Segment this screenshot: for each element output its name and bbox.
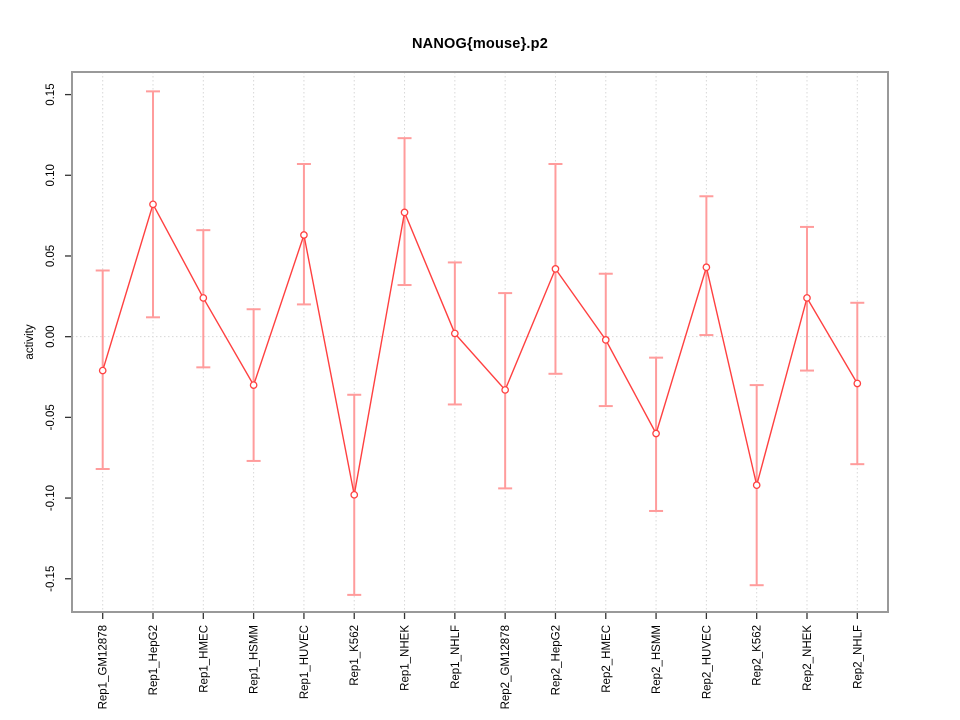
x-tick-label: Rep2_HepG2: [550, 625, 562, 695]
x-tick-label: Rep1_NHLF: [450, 625, 462, 689]
y-tick-label: 0.15: [45, 83, 57, 105]
y-tick-label: 0.05: [45, 245, 57, 267]
x-tick-label: Rep1_HSMM: [249, 625, 261, 694]
x-tick-label: Rep2_HSMM: [651, 625, 663, 694]
x-tick-label: Rep2_NHLF: [852, 625, 864, 689]
y-tick-label: 0.00: [45, 325, 57, 347]
data-point: [249, 381, 258, 389]
y-tick-label: 0.10: [45, 164, 57, 186]
x-tick-label: Rep2_HUVEC: [701, 625, 713, 699]
x-tick-label: Rep2_GM12878: [500, 625, 512, 709]
x-tick-label: Rep1_GM12878: [98, 625, 110, 709]
data-point: [149, 200, 157, 209]
series-line: [102, 202, 858, 495]
data-point: [98, 366, 107, 375]
data-point: [652, 429, 660, 438]
data-point: [752, 481, 761, 490]
x-tick-label: Rep1_HMEC: [198, 625, 210, 693]
data-point: [551, 265, 560, 273]
plot-border: [71, 71, 889, 613]
data-point: [400, 208, 409, 217]
y-tick-label: -0.10: [45, 485, 57, 511]
data-point: [350, 490, 359, 499]
data-point: [300, 231, 308, 239]
x-tick-label: Rep1_K562: [349, 625, 361, 686]
y-tick-label: -0.15: [45, 566, 57, 592]
data-point: [853, 379, 862, 388]
data-point: [601, 336, 610, 344]
x-tick-label: Rep1_HUVEC: [299, 625, 311, 699]
y-tick-label: -0.05: [45, 404, 57, 430]
data-point: [199, 294, 208, 302]
x-tick-label: Rep2_HMEC: [601, 625, 613, 693]
y-axis-label-text: activity: [24, 324, 36, 360]
x-tick-label: Rep1_HepG2: [148, 625, 160, 695]
chart-title: NANOG{mouse}.p2: [412, 36, 548, 52]
data-point: [702, 263, 711, 272]
x-tick-label: Rep2_NHEK: [802, 625, 814, 691]
x-tick-label: Rep1_NHEK: [400, 625, 412, 691]
x-tick-label: Rep2_K562: [752, 625, 764, 686]
data-point: [803, 294, 811, 302]
data-point: [501, 386, 510, 394]
data-point: [450, 329, 459, 338]
